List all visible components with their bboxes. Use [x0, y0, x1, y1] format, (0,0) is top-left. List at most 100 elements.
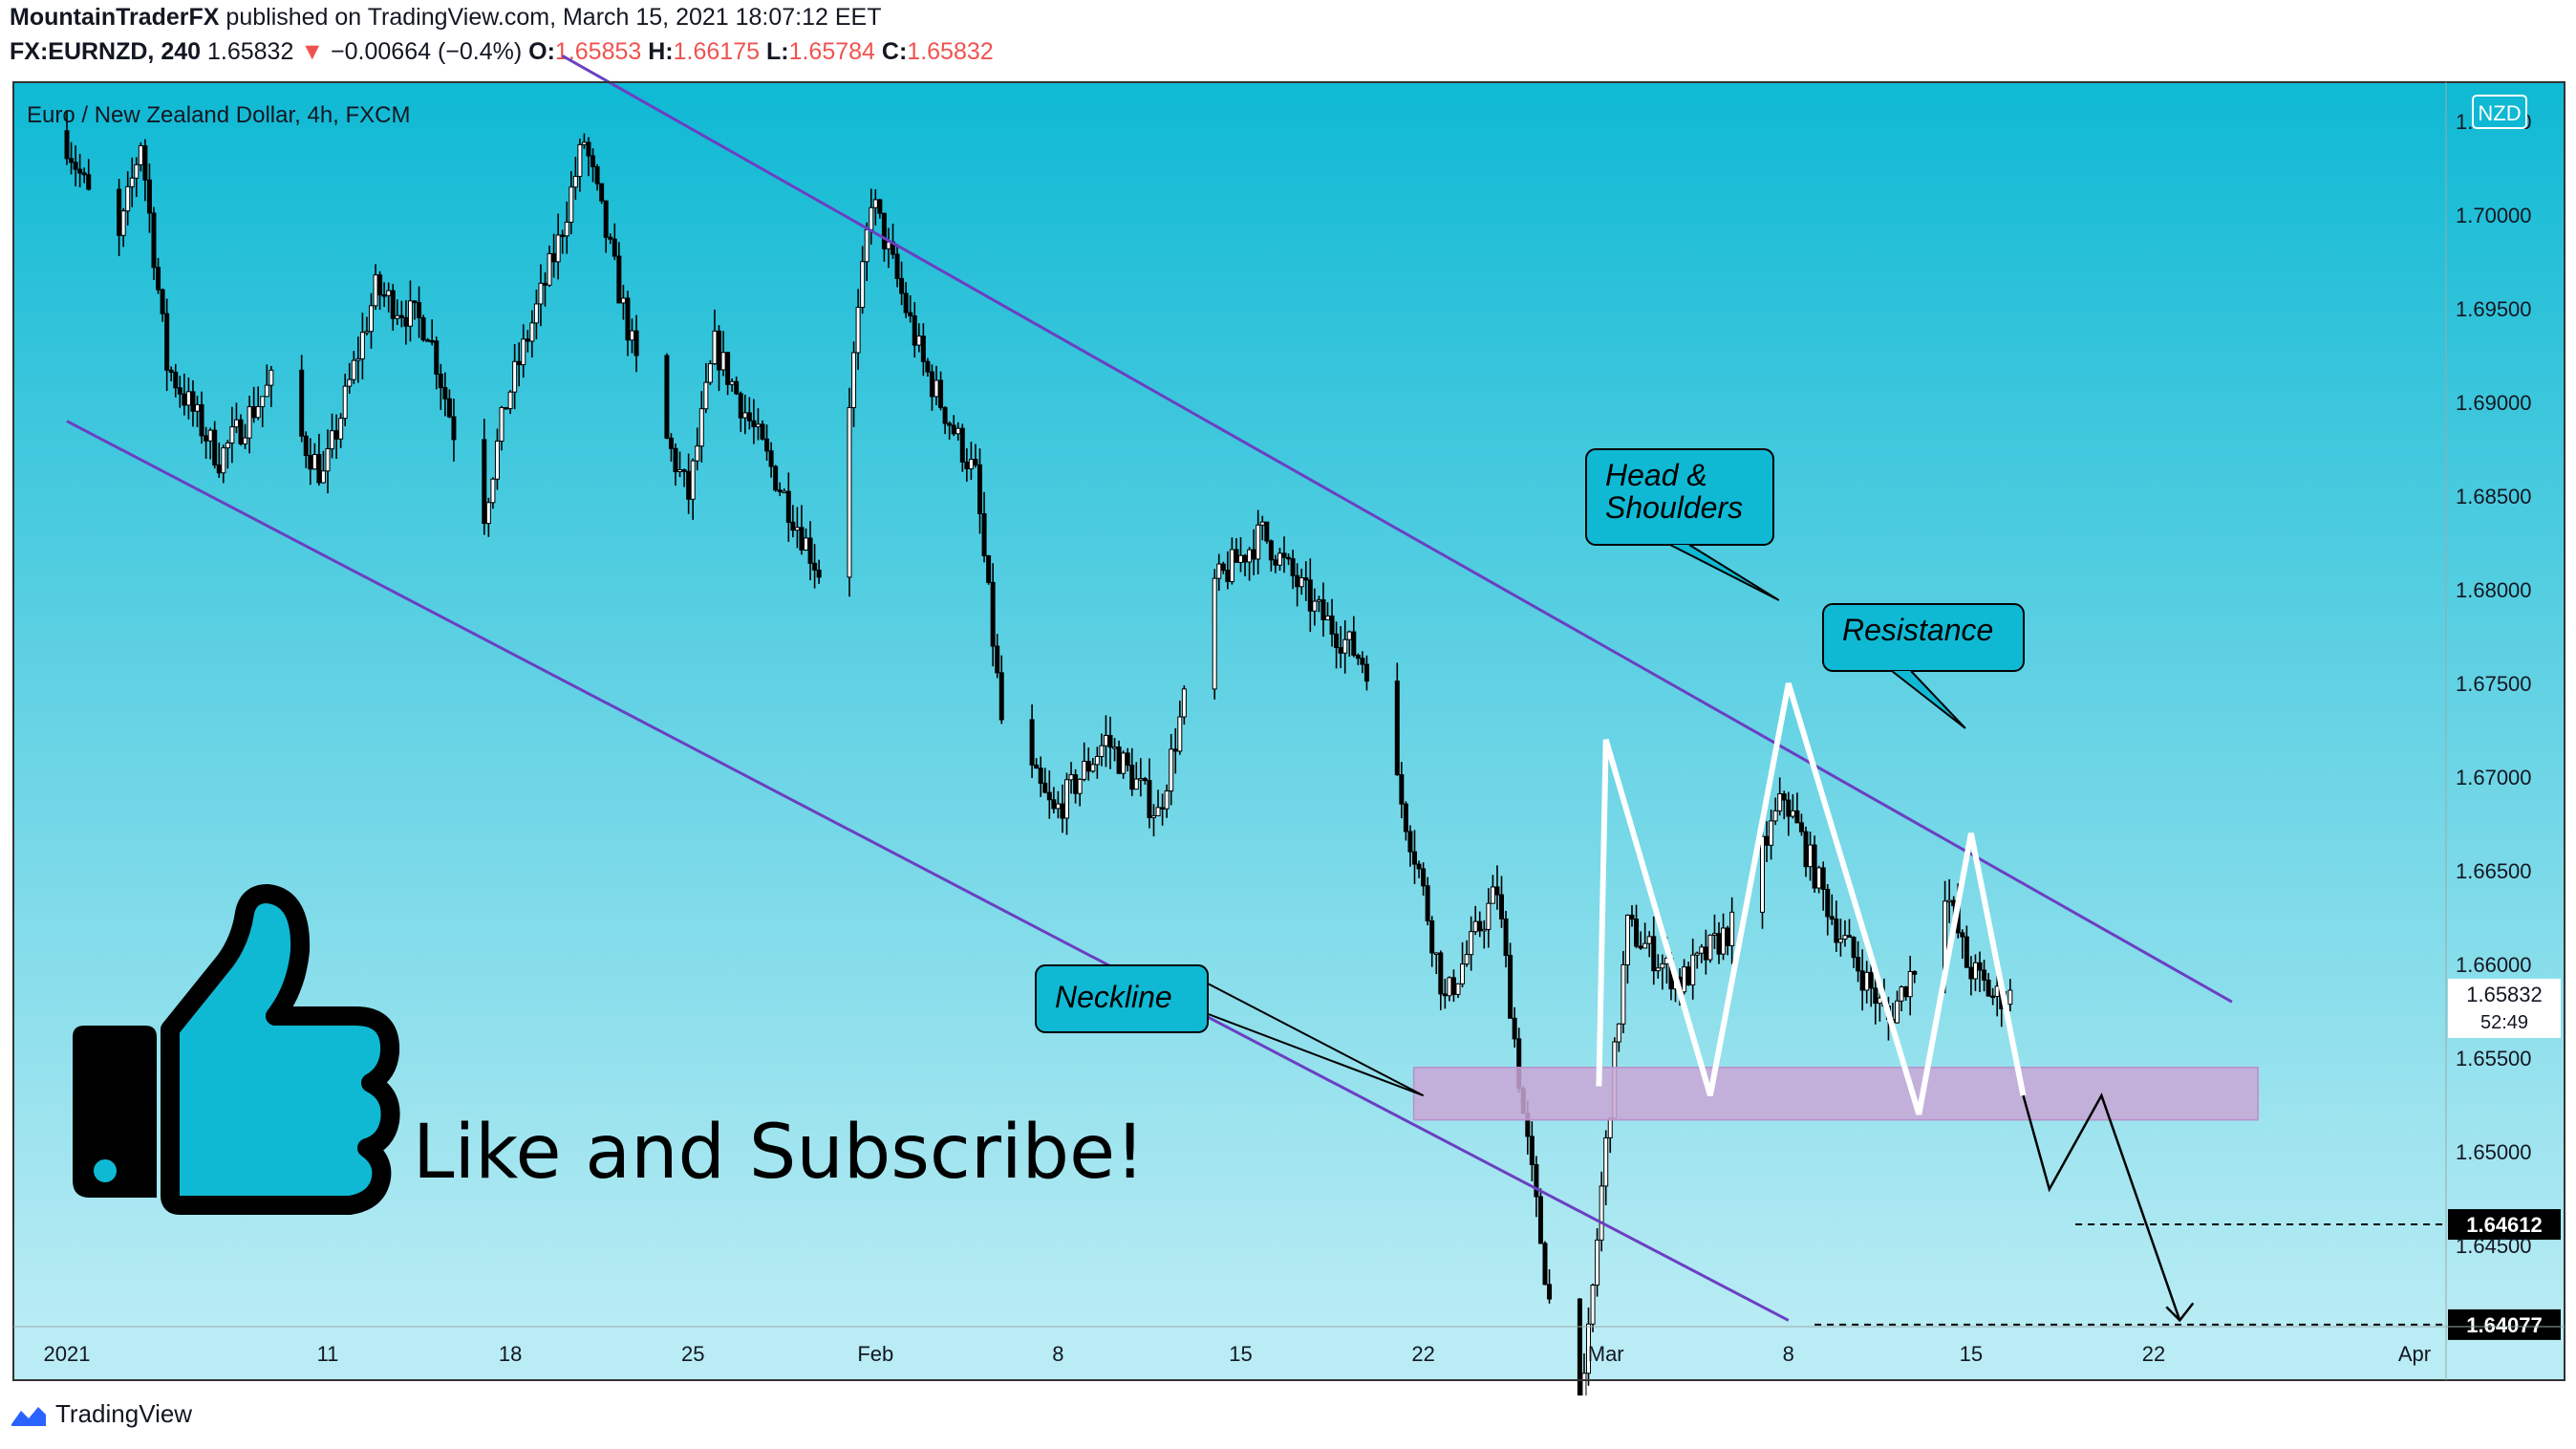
candle-body	[1873, 987, 1878, 1005]
candle	[1060, 784, 1065, 833]
candle-body	[1851, 937, 1857, 959]
channel-upper-line[interactable]	[561, 54, 2233, 1004]
candle-body	[620, 297, 626, 304]
candle-body	[1416, 863, 1422, 870]
candle	[572, 157, 578, 200]
candle-body	[185, 391, 191, 406]
candle	[603, 200, 609, 253]
candle-body	[311, 454, 317, 470]
candle-body	[330, 430, 335, 450]
channel-lower-line[interactable]	[66, 420, 1790, 1322]
candle-body	[877, 199, 883, 214]
candle	[560, 229, 566, 254]
candle	[968, 442, 974, 480]
candle-body	[164, 313, 170, 371]
candle	[533, 290, 539, 340]
candle-body	[1038, 768, 1043, 784]
candle-body	[1181, 688, 1187, 718]
footer-brand[interactable]: TradingView	[10, 1399, 192, 1429]
last-price-label[interactable]: 1.65832 52:49	[2448, 978, 2561, 1038]
support-zone[interactable]	[1412, 1067, 2259, 1121]
price-chart[interactable]: 1.64612 1.64077 Head &Shoulders Resistance N…	[0, 0, 2576, 1395]
price-tick-label: 1.68000	[2456, 578, 2532, 602]
candle-body	[1994, 985, 2000, 998]
candle-body	[1786, 799, 1792, 817]
neckline-callout[interactable]: Neckline	[1035, 964, 1425, 1097]
candle	[1472, 905, 1478, 936]
candle-body	[1259, 521, 1265, 526]
candle-body	[1690, 954, 1696, 985]
candle-body	[851, 352, 857, 408]
candle	[164, 298, 170, 392]
candle	[1425, 876, 1430, 926]
projection-path[interactable]	[2022, 1092, 2181, 1321]
candle-body	[1273, 559, 1278, 566]
publisher-name[interactable]: MountainTraderFX	[10, 4, 220, 31]
candle-body	[1512, 1017, 1517, 1040]
candles-layer	[64, 110, 2013, 1395]
candle-body	[160, 289, 165, 314]
candle-body	[434, 340, 440, 375]
candle-body	[529, 322, 535, 342]
candle-body	[1864, 971, 1870, 991]
time-tick-label: 8	[1052, 1342, 1063, 1366]
candle-body	[551, 252, 557, 263]
resistance-callout[interactable]: Resistance	[1822, 603, 2025, 729]
candle-body	[1798, 822, 1804, 833]
candle-body	[1547, 1284, 1553, 1300]
candle	[499, 405, 504, 451]
target-level-label[interactable]: 1.64077	[2448, 1308, 2561, 1340]
candle	[525, 330, 530, 353]
candle	[768, 442, 774, 478]
candle	[712, 309, 718, 365]
candle	[1537, 1188, 1543, 1244]
candle-body	[1299, 577, 1304, 588]
candle-body	[916, 335, 922, 346]
candle-body	[355, 357, 361, 361]
price-tick-label: 1.67500	[2456, 672, 2532, 696]
candle-body	[586, 141, 591, 157]
candle	[1621, 950, 1626, 1033]
candle-body	[1103, 734, 1108, 746]
head-shoulders-callout[interactable]: Head &Shoulders	[1585, 448, 1780, 601]
candle-body	[1842, 935, 1848, 940]
candle	[485, 497, 491, 537]
candle	[1968, 956, 1974, 996]
candle	[125, 171, 131, 226]
candle	[934, 365, 939, 406]
candle-body	[238, 419, 244, 444]
close-value: 1.65832	[907, 38, 994, 65]
candle-body	[395, 314, 400, 319]
candle-body	[494, 441, 500, 480]
candle	[1508, 942, 1513, 1019]
candle	[1616, 1023, 1621, 1052]
candle	[1229, 537, 1234, 585]
candle-body	[1034, 764, 1040, 769]
candle-body	[182, 393, 187, 406]
candle	[794, 507, 800, 549]
candle-body	[129, 177, 135, 187]
candle-body	[1790, 810, 1795, 817]
candle-body	[1977, 962, 1983, 971]
candle	[225, 440, 230, 469]
candle-body	[1129, 765, 1135, 790]
candle	[1481, 919, 1487, 949]
candle	[1082, 742, 1087, 782]
head-shoulders-pattern[interactable]	[1596, 682, 2027, 1115]
candle	[751, 399, 757, 444]
candle-body	[1946, 899, 1952, 903]
candle	[612, 223, 617, 261]
target-level-label[interactable]: 1.64612	[2448, 1209, 2561, 1241]
candle	[851, 341, 857, 427]
candle	[1247, 547, 1253, 581]
candle-body	[816, 569, 822, 578]
candle-body	[1508, 955, 1513, 1019]
candle-body	[320, 470, 326, 484]
candle-body	[547, 252, 552, 286]
candle	[547, 245, 552, 288]
candle	[351, 351, 356, 384]
candle	[1803, 826, 1809, 877]
candle	[1624, 914, 1630, 984]
currency-badge[interactable]: NZD	[2472, 95, 2527, 129]
candle	[777, 482, 783, 497]
